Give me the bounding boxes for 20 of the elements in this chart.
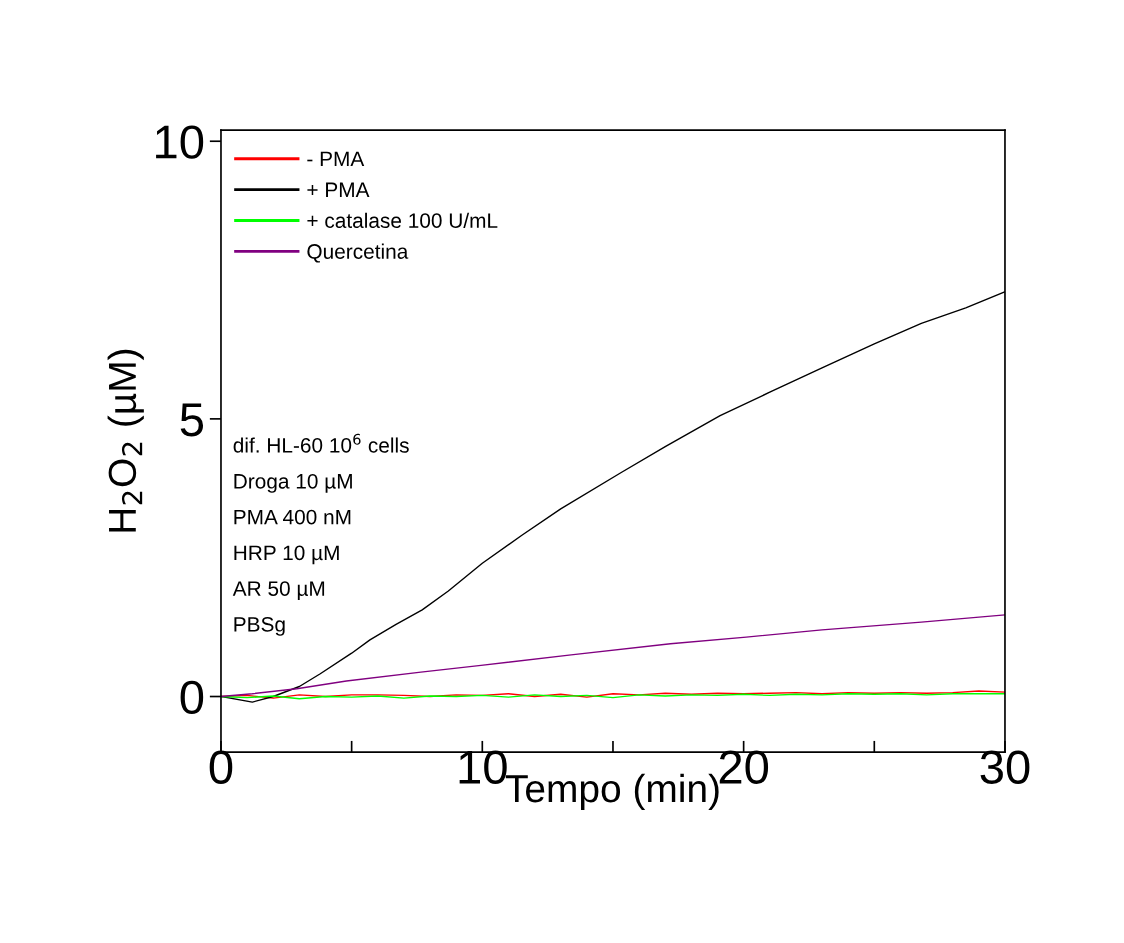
y-tick-label: 10 — [156, 125, 204, 159]
y-axis-title: H$_{2}$O$_{2}$ (µM) — [107, 349, 144, 532]
legend-label: Quercetina — [307, 243, 409, 263]
x-tick-label: 30 — [980, 750, 1030, 784]
x-tick-label: 10 — [459, 750, 507, 784]
legend-label: + catalase 100 U/mL — [307, 212, 498, 228]
annotation: Droga 10 µM — [234, 473, 352, 493]
y-tick-label: 0 — [180, 680, 204, 715]
legend-label: - PMA — [307, 151, 365, 167]
x-tick-label: 20 — [719, 750, 769, 784]
line-series — [220, 614, 1005, 698]
x-tick-label: 0 — [209, 750, 233, 784]
annotation: PBSg — [234, 616, 285, 636]
annotation: dif. HL-60 10$^{6}$ cells — [233, 433, 409, 453]
legend-label: + PMA — [307, 182, 370, 197]
y-tick-label: 5 — [180, 403, 204, 437]
annotation: HRP 10 µM — [234, 545, 339, 565]
annotation: PMA 400 nM — [234, 509, 351, 525]
annotation: AR 50 µM — [232, 581, 325, 601]
x-axis-title: Tempo (min) — [505, 773, 719, 811]
